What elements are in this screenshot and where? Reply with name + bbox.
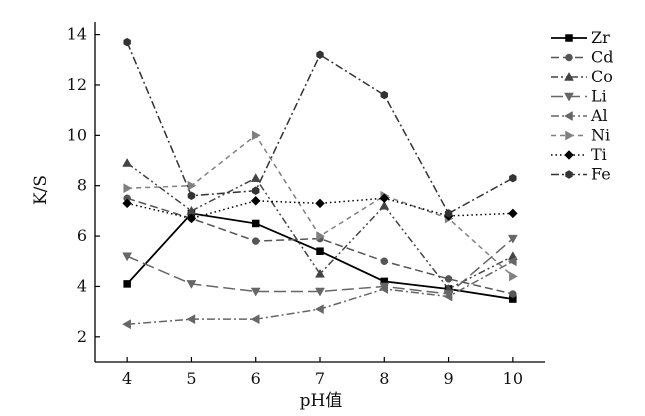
x-tick-label: 6 (251, 369, 261, 388)
legend-label-fe: Fe (591, 165, 611, 184)
y-tick-label: 12 (67, 75, 87, 94)
legend-marker-cd (565, 53, 573, 62)
legend-marker-fe (565, 170, 573, 179)
legend-marker-ni (565, 130, 575, 141)
data-point-zr (251, 219, 260, 228)
legend-label-zr: Zr (591, 28, 610, 47)
legend-marker-al (563, 111, 573, 121)
x-tick-label: 7 (315, 369, 325, 388)
data-point-al (507, 256, 517, 267)
y-tick-label: 14 (67, 25, 87, 44)
data-point-al (314, 304, 324, 315)
series-li (122, 234, 518, 300)
legend-item-li: Li (551, 87, 607, 106)
axes: 2 4 6 8 10 12 14 4 5 6 7 8 9 10 (67, 22, 545, 388)
data-point-li (186, 280, 197, 289)
series-line-fe (126, 41, 514, 215)
legend-label-co: Co (591, 67, 613, 86)
y-axis-title: K/S (31, 175, 51, 205)
legend-item-co: Co (551, 67, 613, 86)
legend-item-al: Al (551, 106, 608, 125)
data-point-ni (316, 231, 326, 242)
data-point-ni (187, 180, 197, 191)
data-point-cd (509, 290, 517, 298)
x-tick-label: 5 (186, 369, 196, 388)
legend-label-ni: Ni (591, 126, 610, 145)
series-layer (122, 37, 518, 330)
legend-label-li: Li (591, 87, 607, 106)
data-point-ti (122, 198, 132, 209)
legend-item-ti: Ti (551, 145, 607, 164)
series-ti (122, 193, 518, 224)
data-point-ti (508, 208, 518, 219)
data-point-li (315, 287, 325, 297)
x-tick-label: 9 (443, 369, 453, 388)
data-point-al (250, 314, 260, 325)
legend-marker-co (564, 71, 574, 81)
data-point-fe (509, 173, 517, 183)
data-point-ti (186, 213, 197, 224)
data-point-co (122, 158, 133, 167)
series-al (122, 256, 517, 330)
series-line-cd (126, 197, 514, 295)
legend-label-cd: Cd (591, 48, 613, 67)
data-point-ti (379, 193, 390, 204)
x-tick-label: 10 (503, 369, 523, 388)
data-point-al (122, 319, 131, 330)
legend-item-fe: Fe (551, 165, 611, 184)
legend-marker-ti (564, 150, 574, 160)
data-point-li (507, 234, 518, 244)
y-tick-label: 10 (67, 125, 87, 144)
data-point-fe (444, 209, 453, 218)
data-point-ni (123, 183, 133, 194)
data-point-fe (252, 186, 260, 196)
data-point-zr (123, 280, 131, 288)
legend-label-ti: Ti (591, 145, 607, 164)
data-point-ti (250, 195, 261, 206)
data-point-co (315, 268, 325, 278)
y-tick-label: 8 (77, 176, 87, 195)
data-point-ni (251, 130, 261, 141)
data-point-li (250, 287, 261, 297)
data-point-al (443, 291, 453, 302)
data-point-fe (123, 37, 131, 47)
series-co (122, 158, 518, 293)
data-point-ni (509, 271, 518, 282)
series-cd (123, 194, 517, 298)
data-point-co (379, 200, 390, 210)
series-fe (123, 37, 517, 218)
data-point-ti (315, 198, 325, 209)
data-point-fe (187, 191, 196, 201)
legend-label-al: Al (590, 106, 608, 125)
data-point-cd (380, 257, 389, 266)
x-tick-label: 8 (379, 369, 389, 388)
data-point-al (186, 314, 196, 325)
series-line-zr (126, 212, 513, 300)
legend-marker-zr (565, 34, 573, 42)
series-line-li (126, 238, 514, 295)
x-axis-title: pH值 (300, 391, 343, 411)
data-point-zr (316, 247, 324, 255)
x-tick-label: 4 (122, 369, 132, 388)
data-point-fe (380, 90, 388, 100)
y-ticks: 2 4 6 8 10 12 14 (67, 25, 100, 346)
legend-item-ni: Ni (551, 126, 610, 145)
data-point-cd (251, 237, 260, 245)
y-tick-label: 6 (77, 226, 87, 245)
legend-item-cd: Cd (551, 48, 613, 67)
data-point-cd (444, 275, 453, 283)
data-point-co (250, 173, 261, 182)
x-ticks: 4 5 6 7 8 9 10 (122, 357, 523, 388)
legend-item-zr: Zr (551, 28, 610, 47)
y-tick-label: 4 (77, 276, 87, 295)
y-tick-label: 2 (77, 327, 87, 346)
data-point-fe (316, 50, 324, 60)
legend-marker-li (564, 92, 574, 102)
data-point-al (379, 284, 389, 294)
data-point-li (122, 252, 133, 262)
